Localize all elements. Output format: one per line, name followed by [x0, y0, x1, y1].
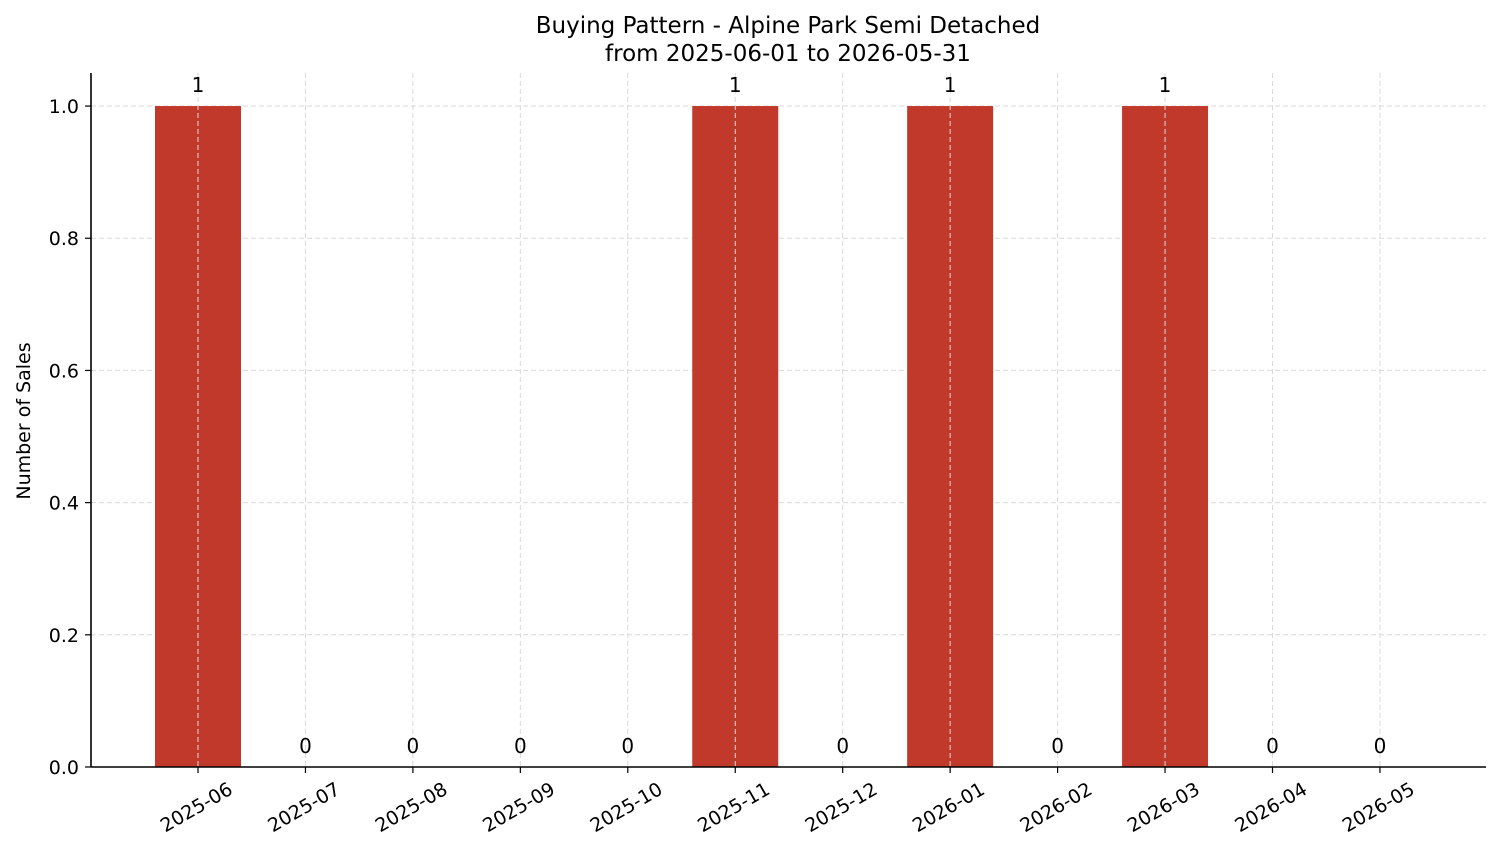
x-tick-label: 2026-03: [1124, 778, 1204, 837]
data-label: 0: [299, 734, 312, 758]
x-tick-label: 2025-06: [157, 778, 237, 837]
y-tick-label: 0.4: [49, 493, 79, 515]
grid-layer: [91, 105, 1486, 636]
x-tick-label: 2025-08: [372, 778, 452, 837]
y-tick-label: 0.0: [49, 757, 79, 779]
x-tick-label: 2026-04: [1231, 778, 1311, 837]
data-label: 1: [944, 73, 957, 97]
data-label: 0: [514, 734, 527, 758]
data-label: 0: [836, 734, 849, 758]
y-axis-title: Number of Sales: [13, 342, 35, 499]
x-tick-label: 2026-05: [1339, 778, 1419, 837]
bar-layer: [155, 106, 1209, 768]
chart-subtitle: from 2025-06-01 to 2026-05-31: [605, 41, 971, 67]
axis-layer: [90, 73, 1486, 768]
data-label: 1: [1159, 73, 1172, 97]
x-tick-label: 2026-02: [1016, 778, 1096, 837]
data-label: 0: [1051, 734, 1064, 758]
x-tick-label: 2026-01: [909, 778, 989, 837]
data-label: 0: [1266, 734, 1279, 758]
data-label: 0: [407, 734, 420, 758]
x-tick-label: 2025-11: [694, 778, 774, 837]
x-tick-label: 2025-10: [587, 778, 667, 837]
x-tick-label: 2025-09: [479, 778, 559, 837]
data-label: 1: [729, 73, 742, 97]
chart-title: Buying Pattern - Alpine Park Semi Detach…: [536, 13, 1040, 39]
y-tick-label: 0.8: [49, 228, 79, 250]
y-tick-label: 0.6: [49, 360, 79, 382]
data-label: 0: [1374, 734, 1387, 758]
x-tick-label: 2025-12: [801, 778, 881, 837]
data-label-layer: 1 0 0 0 0 1 0 1 0 1 0 0: [192, 73, 1387, 758]
y-tick-label: 0.2: [49, 625, 79, 647]
x-tick-label: 2025-07: [264, 778, 344, 837]
y-tick-label: 1.0: [49, 96, 79, 118]
data-label: 0: [621, 734, 634, 758]
data-label: 1: [192, 73, 205, 97]
